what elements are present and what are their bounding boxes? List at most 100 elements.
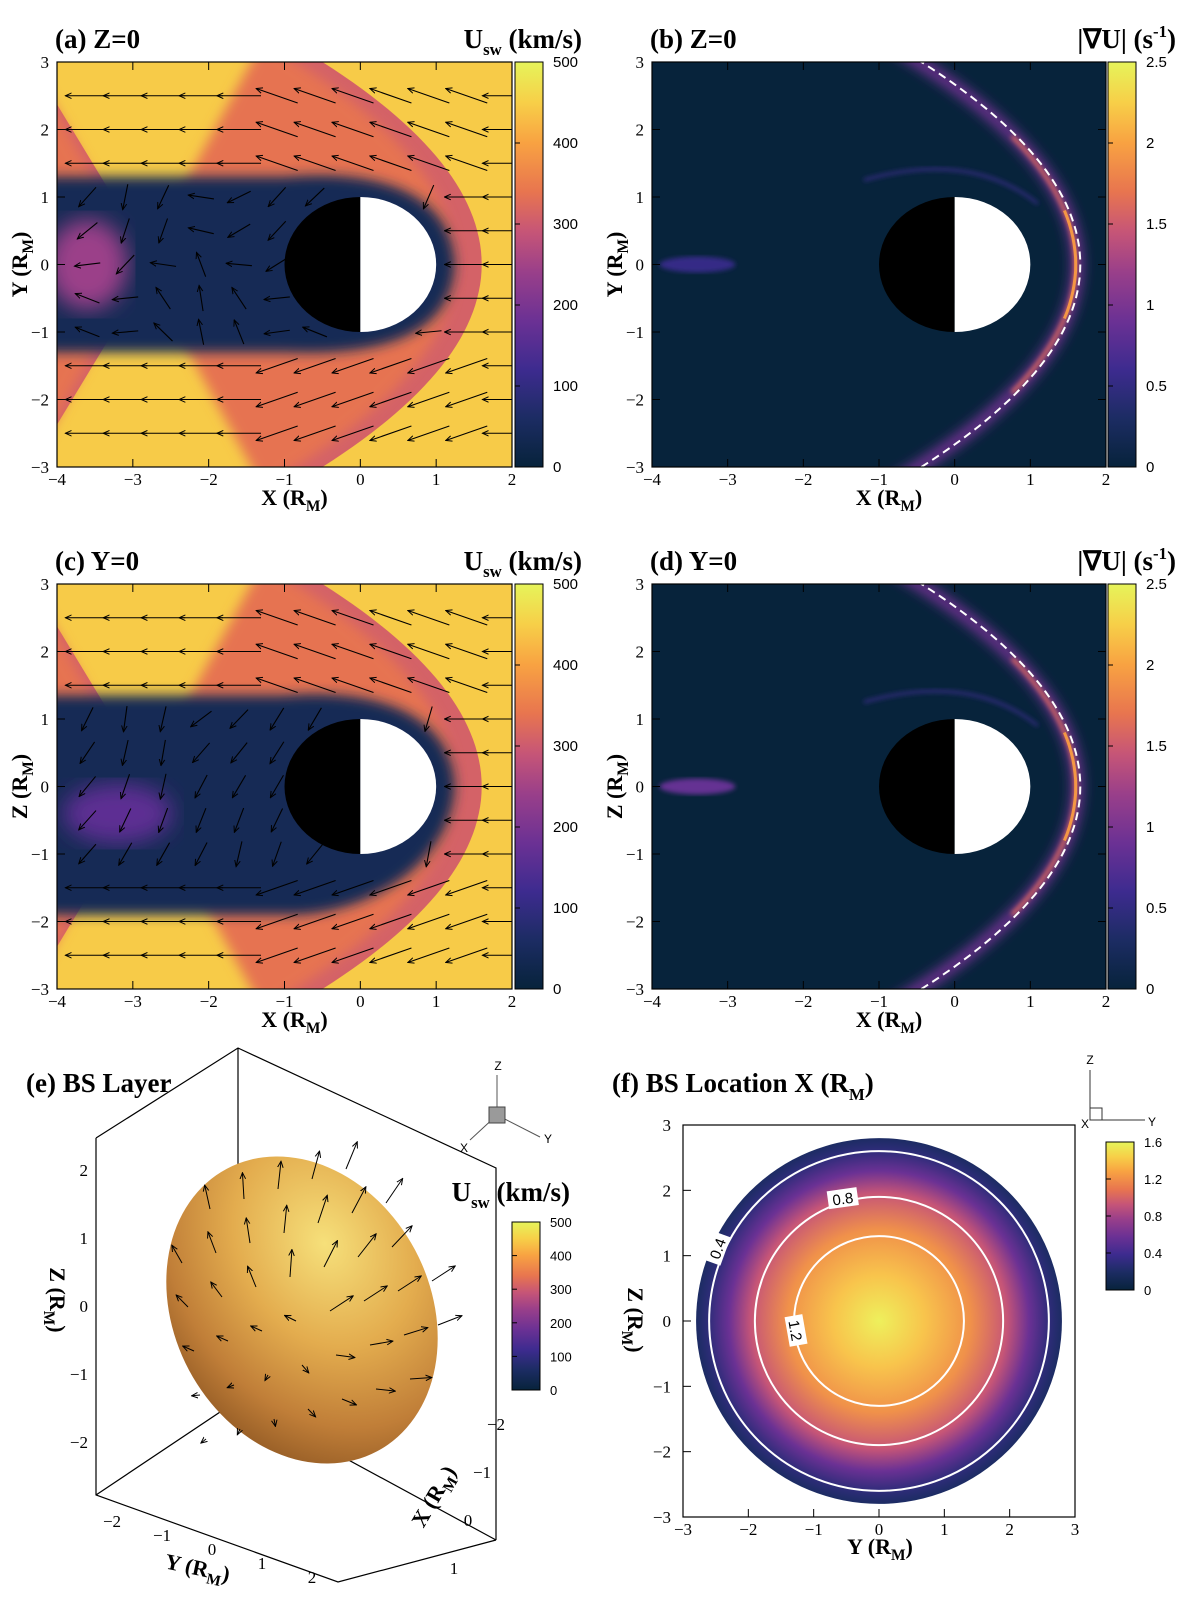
velocity-vector	[408, 879, 450, 895]
y-axis-label: Z (RM)	[602, 754, 632, 819]
velocity-vector	[112, 297, 139, 300]
y-tick-label: 2	[663, 1181, 672, 1200]
y-tick-label: 0	[663, 1312, 672, 1331]
normal-vector	[345, 1142, 357, 1170]
velocity-vector	[161, 739, 166, 766]
velocity-vector	[408, 610, 450, 626]
velocity-vector	[370, 879, 412, 895]
colorbar-tick-label: 0	[1144, 1283, 1151, 1298]
x-axis-label-text: Y (RM)	[847, 1534, 913, 1564]
x-axis-label: X (RM)	[261, 485, 327, 515]
y-tick-label: −2	[31, 913, 49, 932]
x-tick-label: −4	[48, 470, 67, 489]
velocity-vector	[154, 323, 173, 342]
x-tick-label: 1	[1026, 470, 1035, 489]
velocity-vector	[332, 913, 374, 929]
y-tick-label: −1	[626, 845, 644, 864]
z-tick-label: 1	[80, 1229, 89, 1248]
velocity-vector	[228, 223, 251, 237]
colorbar-tick-label: 2.5	[1146, 54, 1167, 71]
velocity-vector	[332, 678, 374, 694]
velocity-vector	[226, 263, 252, 265]
y-tick-label: −3	[626, 458, 644, 477]
x-tick-label: −2	[200, 470, 218, 489]
y-tick-label: −2	[31, 391, 49, 410]
y-axis-label-text: Z (RM)	[618, 1287, 648, 1352]
planet-dayside	[360, 197, 437, 332]
velocity-vector	[264, 297, 290, 300]
colorbar-tick-label: 1.5	[1146, 738, 1167, 755]
velocity-vector	[370, 947, 412, 963]
velocity-vector	[256, 156, 298, 172]
triad-y-label: Y	[1148, 1115, 1156, 1129]
colorbar-tick-label: 200	[553, 819, 578, 836]
y-tick-label: −1	[31, 845, 49, 864]
y-tick-label: 1	[41, 710, 50, 729]
planet-dayside	[360, 719, 437, 854]
velocity-vector	[80, 741, 96, 764]
x-tick-label: 2	[1102, 470, 1111, 489]
y-axis-label: Y (RM)	[7, 232, 37, 298]
normal-vector	[431, 1266, 455, 1282]
colorbar-tick-label: 100	[550, 1349, 572, 1364]
velocity-vector	[256, 610, 298, 626]
contour-label-text: 0.4	[707, 1236, 730, 1261]
velocity-vector	[408, 88, 450, 104]
velocity-vector	[423, 184, 435, 209]
normal-vector	[323, 1241, 337, 1268]
colorbar-tick-label: 300	[553, 738, 578, 755]
velocity-vector	[303, 327, 328, 338]
velocity-vector	[370, 610, 412, 626]
velocity-vector	[370, 357, 412, 373]
colorbar-tick-label: 0.5	[1146, 378, 1167, 395]
velocity-vector	[446, 678, 488, 694]
velocity-vector	[119, 842, 133, 866]
x-tick-label: −1	[275, 992, 293, 1011]
velocity-vector	[160, 773, 167, 799]
velocity-vector	[332, 425, 374, 441]
velocity-vector	[120, 808, 132, 832]
velocity-vector	[408, 391, 450, 407]
velocity-vector	[256, 879, 298, 895]
normal-vector	[375, 1389, 395, 1391]
normal-vector	[237, 1429, 240, 1435]
velocity-vector	[308, 707, 322, 730]
velocity-vector	[408, 644, 450, 660]
normal-vector	[385, 1178, 403, 1204]
x3-tick-label: 0	[464, 1511, 473, 1530]
velocity-vector	[236, 841, 243, 866]
x-tick-label: −2	[200, 992, 218, 1011]
colorbar	[514, 61, 544, 468]
x-tick-label: 2	[1005, 1520, 1014, 1539]
planet-nightside	[879, 719, 955, 854]
normal-vector	[278, 1161, 281, 1190]
contour-label-bg	[826, 1187, 859, 1210]
velocity-vector	[446, 425, 488, 441]
tail-feature	[659, 778, 736, 795]
x-tick-label: −2	[794, 992, 812, 1011]
velocity-vector	[271, 808, 284, 832]
y-axis-label-text: Z (RM)	[602, 754, 632, 819]
planet-nightside	[284, 719, 361, 854]
x-tick-label: −4	[643, 992, 662, 1011]
normal-vector	[251, 1326, 263, 1332]
velocity-vector	[121, 774, 131, 799]
x-tick-label: −1	[870, 992, 888, 1011]
plot-area	[57, 584, 512, 989]
x3-tick-label: −2	[487, 1415, 505, 1434]
planet-dayside	[954, 197, 1031, 332]
planet-nightside	[284, 197, 361, 332]
x-tick-label: 2	[508, 470, 517, 489]
velocity-vector	[112, 331, 139, 333]
normal-vector	[301, 1364, 309, 1373]
velocity-vector	[256, 122, 298, 138]
velocity-vector	[370, 122, 412, 138]
velocity-vector	[446, 88, 488, 104]
planet-nightside	[879, 197, 955, 332]
velocity-vector	[256, 947, 298, 963]
y-tick-label: −3	[31, 458, 49, 477]
y-tick-label: −2	[626, 913, 644, 932]
x-tick-label: 0	[356, 470, 365, 489]
tail-feature	[659, 256, 736, 273]
